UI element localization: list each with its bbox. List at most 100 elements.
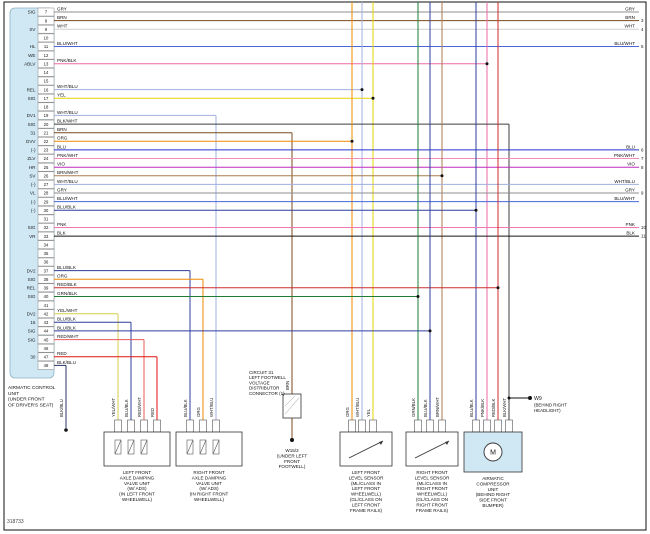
pin-number: 9 [45,27,48,32]
circuit31-note-line: DISTRIBUTOR [249,386,280,391]
component-caption-line: WHEELWELL) [194,497,225,502]
wire-color-label-rotated: BLU/BLK [124,399,129,417]
component-caption-line: (ML/CLASS IN [351,481,381,486]
wire-color-label: WHT/BLU [57,179,78,184]
connector-pin-box [186,419,194,433]
pin-number: 28 [44,191,49,196]
pin-signal-label: 30 [30,355,36,360]
component-box-sensorL [339,431,393,467]
w15-caption-line: (UNDER LEFT [277,453,308,458]
wire-color-label: RED/BLK [57,282,78,287]
junction-dot [474,208,478,212]
circuit31-note-line: CIRCUIT 31 [249,370,274,375]
wire-color-label: PNK/WHT [614,153,635,158]
pin-number: 16 [44,87,49,92]
exit-number: 10 [641,225,646,230]
component-caption-line: RIGHT FRONT [416,470,447,475]
wire-color-label: PNK/BLK [57,58,77,63]
w9-note-line: HEADLIGHT) [534,408,561,413]
pin-number: 32 [44,225,49,230]
pin-number: 25 [44,165,49,170]
component-caption-line: LEFT FRONT [352,470,380,475]
pin-signal-label: SIG [28,225,36,230]
pin-number: 8 [45,18,48,23]
wire-color-label: YEL [57,93,66,98]
connector-pin-box [369,419,377,433]
circuit31-note-line: LEFT FOOTWELL [249,375,286,380]
motor-symbol-letter: M [490,450,496,457]
wire-color-label: BLK [57,231,67,236]
connector-pin-box [199,419,207,433]
circuit31-note-line: VOLTAGE [249,380,270,385]
pin-signal-label: VL [30,191,36,196]
exit-number: 7 [641,156,644,161]
wire-color-label-rotated: YEL [366,408,371,417]
pin-signal-label: (-) [31,148,36,153]
wire-color-label-rotated: WHT/BLU [209,398,214,417]
valve-symbol [114,439,122,455]
pin-signal-label: REL [27,87,36,92]
wire-color-label: WHT [625,24,636,29]
wire-color-label-rotated: BLK/BLU [59,399,64,417]
sensor-symbol-arrowhead [445,441,449,445]
pin-number: 41 [44,303,49,308]
component-caption-line: SIDE FRONT [479,498,507,503]
pin-number: 12 [44,53,49,58]
pin-number: 40 [44,294,49,299]
wire-color-label: ORG [57,136,68,141]
component-caption-line: LEVEL SENSOR [349,475,384,480]
pin-box [37,240,55,249]
wire-color-label: BLU/BLK [57,205,77,210]
pin-signal-label: ZLV [27,156,36,161]
component-caption-line: RIGHT FRONT [193,470,224,475]
component-caption-line: (W/ ADS) [199,486,219,491]
component-caption-line: LEFT FRONT [123,470,151,475]
pin-number: 43 [44,320,49,325]
wire-color-label: BLU/WHT [57,41,78,46]
connector-pin-box [153,419,161,433]
wire-color-label-rotated: PNK/BLK [480,399,485,417]
exit-number: 6 [641,148,644,153]
valve-symbol [140,439,148,455]
pin-signal-label: ABLV [24,61,36,66]
valve-symbol-stroke [140,439,148,455]
wire-color-label: RED/WHT [57,334,79,339]
component-caption-line: (GL/CLASS ON [416,497,448,502]
wire-color-label-rotated: BLU/BLK [423,399,428,417]
valve-symbol [186,439,194,455]
wire-color-label: BLU/WHT [57,196,78,201]
pin-box [37,50,55,60]
wire-color-label: YEL/WHT [57,308,78,313]
component-caption-line: VALVE UNIT [196,481,222,486]
pin-signal-label: 15 [30,320,36,325]
exit-number: 8 [641,165,644,170]
connector-pin-box [358,419,366,433]
pin-signal-label: (-) [31,208,36,213]
component-caption-line: BUMPER) [482,503,504,508]
pin-signal-label: SIG [28,10,36,15]
pin-signal-label: SIG [28,122,36,127]
w15-caption-line: FOOTWELL) [279,464,306,469]
pin-number: 47 [44,355,49,360]
w15-caption-line: W15/2 [285,448,299,453]
component-caption-line: AXLE DAMPING [120,475,155,480]
wire-color-label-rotated: BRN/WHT [435,397,440,417]
w15-hatch [284,395,296,407]
pin-number: 42 [44,311,49,316]
junction-dot [440,174,444,178]
wire-color-label-rotated: BLU/BLK [469,399,474,417]
exit-number: 11 [641,234,646,239]
wire-color-label: GRY [625,6,635,11]
component-caption-line: LEVEL SENSOR [415,475,450,480]
valve-symbol-stroke [186,439,194,455]
wire-color-label: VIO [57,162,65,167]
component-box-sensorR [405,431,459,467]
pin-number: 30 [44,208,49,213]
junction-dot [496,286,500,290]
component-caption-line: WHEELWELL) [417,492,448,497]
connector-pin-box [414,419,422,433]
pin-number: 44 [44,329,49,334]
exit-number: 5 [641,44,644,49]
pin-number: 37 [44,268,49,273]
